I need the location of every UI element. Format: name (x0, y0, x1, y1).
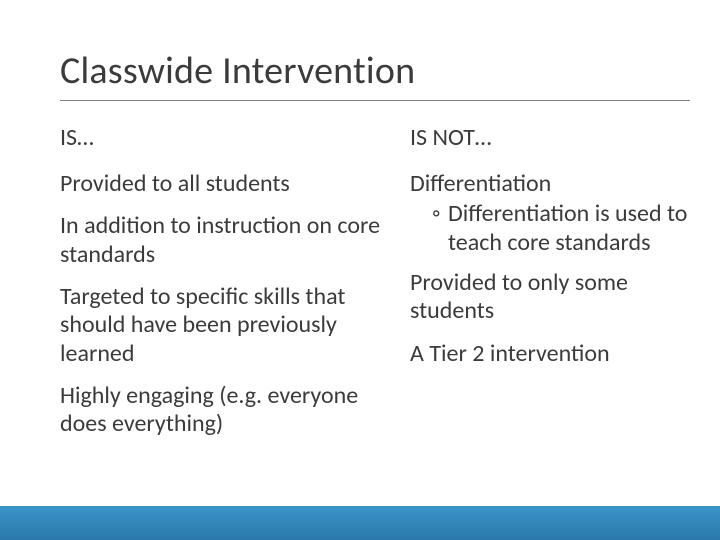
right-item: A Tier 2 intervention (410, 340, 690, 368)
right-subitem: Differentiation is used to teach core st… (432, 200, 690, 257)
right-column: IS NOT… Differentiation Differentiation … (410, 123, 690, 453)
left-column: IS… Provided to all students In addition… (60, 123, 394, 453)
two-column-layout: IS… Provided to all students In addition… (60, 123, 690, 453)
footer-accent-bar (0, 506, 720, 540)
right-column-heading: IS NOT… (410, 123, 690, 152)
left-item: Targeted to specific skills that should … (60, 283, 394, 368)
right-item: Provided to only some students (410, 269, 690, 326)
left-item: Highly engaging (e.g. everyone does ever… (60, 382, 394, 439)
left-item: Provided to all students (60, 170, 394, 198)
left-item: In addition to instruction on core stand… (60, 212, 394, 269)
slide: Classwide Intervention IS… Provided to a… (0, 0, 720, 540)
slide-title: Classwide Intervention (60, 48, 690, 101)
left-column-heading: IS… (60, 123, 394, 152)
right-item: Differentiation (410, 170, 690, 198)
